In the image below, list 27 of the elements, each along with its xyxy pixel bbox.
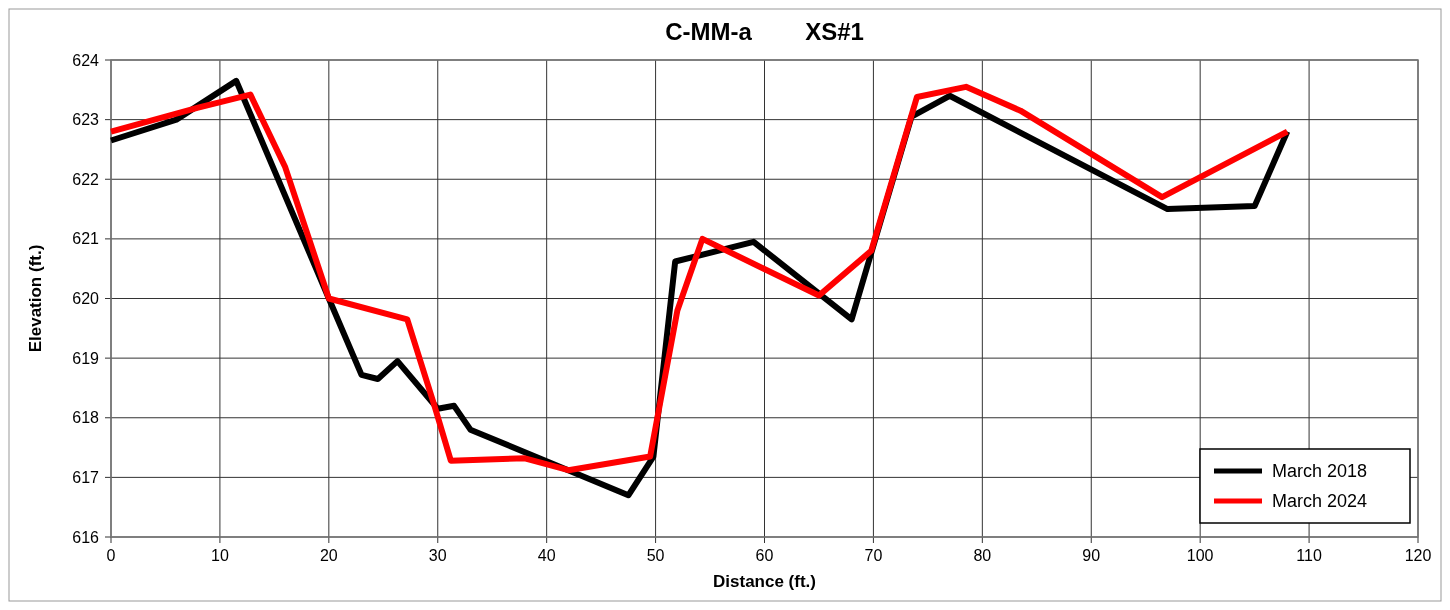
y-tick-label: 624 (72, 51, 100, 69)
chart-title: C-MM-a XS#1 (665, 18, 864, 45)
x-tick-label: 120 (1404, 547, 1432, 564)
legend-label: March 2018 (1272, 461, 1368, 482)
x-tick-label: 80 (973, 547, 992, 564)
y-tick-label: 622 (72, 170, 100, 188)
y-tick-label: 620 (72, 290, 100, 308)
y-tick-label: 623 (72, 111, 100, 129)
legend-label: March 2024 (1272, 491, 1368, 512)
y-tick-label: 617 (72, 468, 100, 486)
y-tick-label: 618 (72, 409, 100, 427)
x-tick-label: 90 (1082, 547, 1101, 564)
y-axis-title: Elevation (ft.) (26, 244, 45, 353)
y-tick-label: 619 (72, 349, 100, 367)
x-tick-label: 110 (1296, 547, 1322, 564)
y-tick-label: 621 (72, 230, 100, 248)
x-tick-label: 20 (319, 547, 338, 564)
x-tick-label: 10 (211, 547, 229, 564)
x-tick-label: 100 (1186, 547, 1214, 564)
x-tick-label: 40 (537, 547, 556, 564)
y-tick-label: 616 (72, 528, 100, 546)
x-tick-label: 70 (864, 547, 883, 564)
x-tick-label: 60 (755, 547, 774, 564)
x-tick-label: 30 (428, 547, 447, 564)
x-tick-label: 0 (106, 547, 116, 564)
x-axis-title: Distance (ft.) (713, 572, 816, 591)
x-tick-label: 50 (646, 547, 665, 564)
